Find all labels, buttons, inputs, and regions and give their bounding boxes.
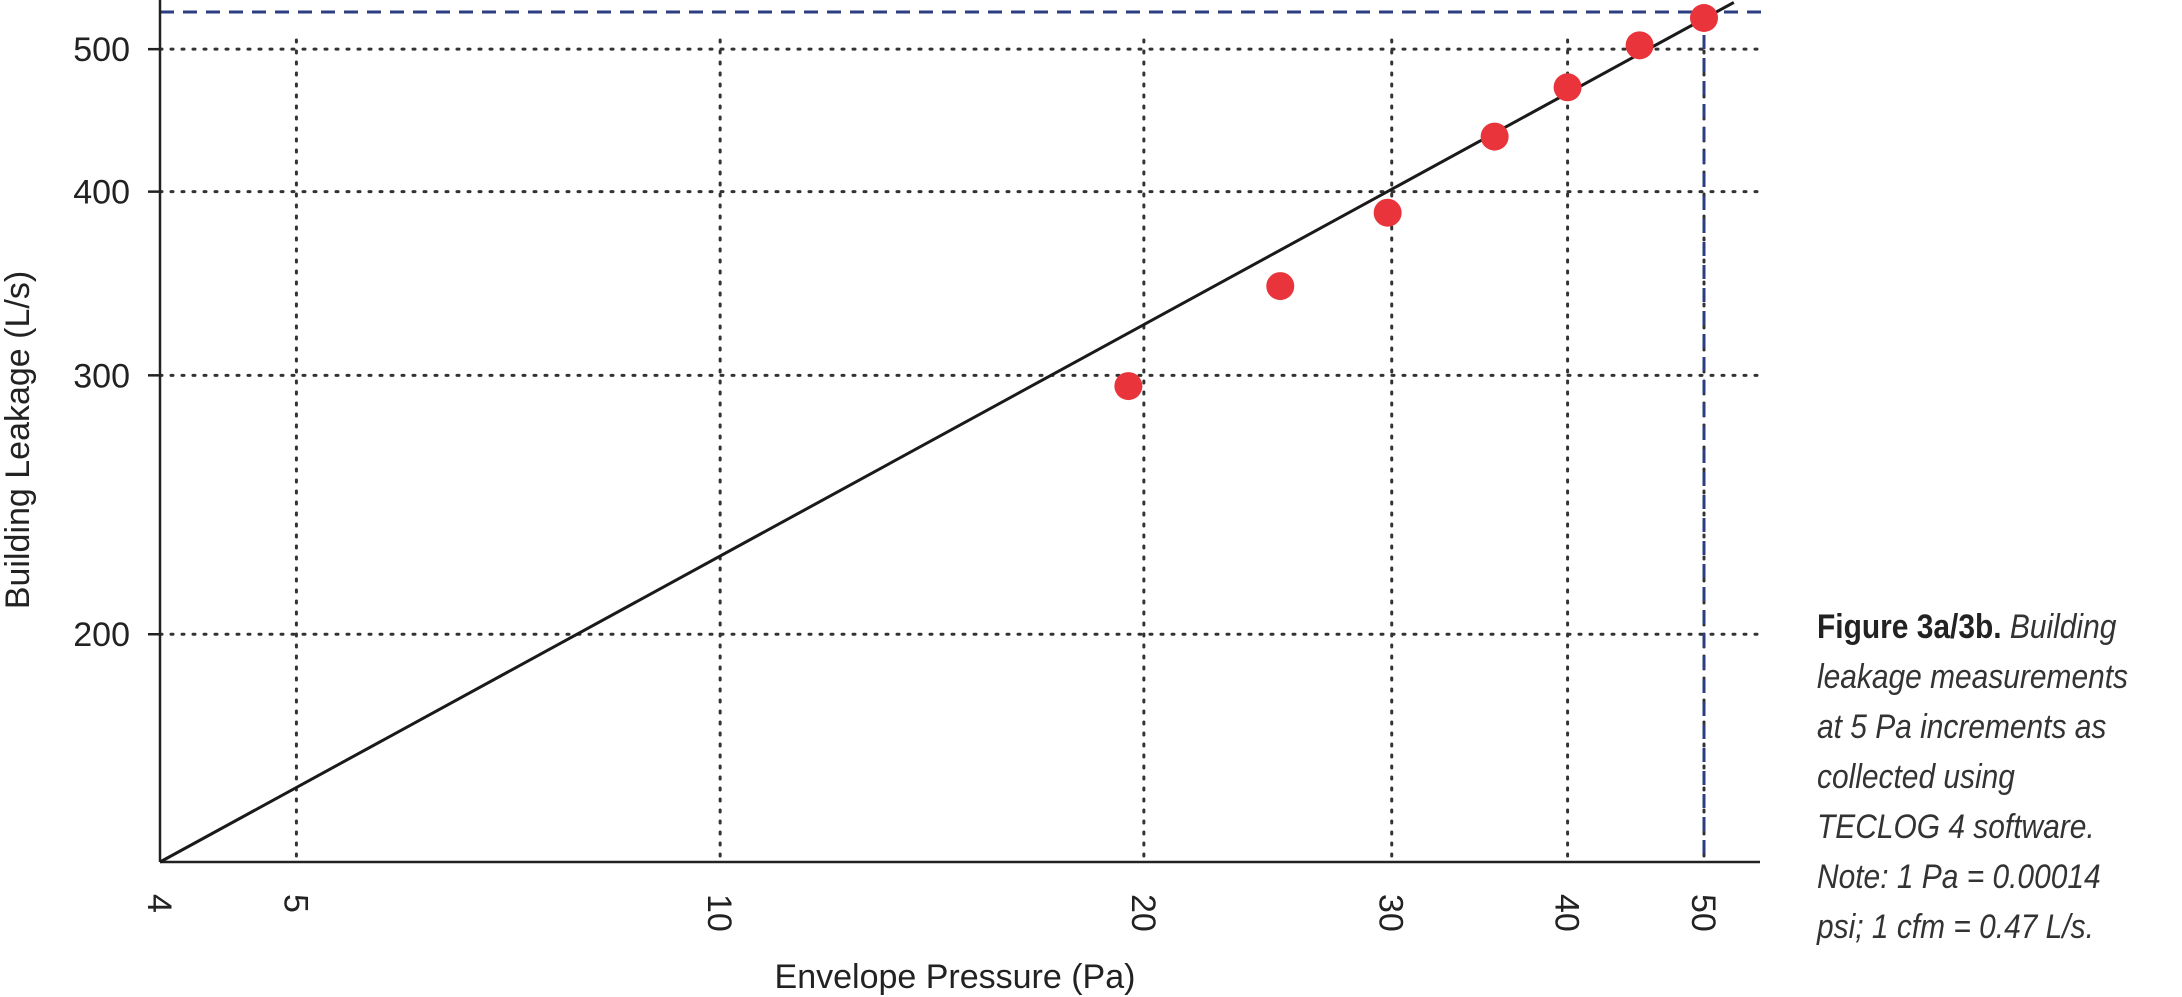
- fit-line: [159, 1, 1735, 864]
- figure-caption: Figure 3a/3b. Building leakage measureme…: [1817, 602, 2134, 952]
- y-tick-label: 200: [73, 616, 130, 654]
- figure-caption-text: Building leakage measurements at 5 Pa in…: [1817, 608, 2129, 946]
- y-tick-label: 300: [73, 357, 130, 395]
- data-point: [1553, 73, 1582, 102]
- x-tick-label: 30: [1372, 894, 1410, 932]
- x-tick-label: 20: [1124, 894, 1162, 932]
- data-points: [1114, 4, 1718, 401]
- x-tick-labels: 4 5 10 20 30 40 50: [140, 894, 1722, 932]
- data-point: [1690, 4, 1718, 32]
- y-tick-label: 400: [73, 174, 130, 212]
- figure-caption-label: Figure 3a/3b.: [1817, 608, 2002, 646]
- x-tick-label: 40: [1548, 894, 1586, 932]
- data-point: [1114, 372, 1143, 401]
- y-tick-labels: 200 300 400 500: [73, 31, 160, 654]
- x-axis-title: Envelope Pressure (Pa): [775, 958, 1136, 996]
- x-tick-label: 5: [276, 894, 314, 913]
- data-point: [1373, 198, 1402, 227]
- y-tick-label: 500: [73, 31, 130, 69]
- y-axis-title: Building Leakage (L/s): [0, 271, 37, 609]
- x-tick-label: 10: [700, 894, 738, 932]
- fit-line-group: [159, 1, 1735, 864]
- data-point: [1266, 272, 1295, 301]
- gridlines: [158, 38, 1762, 864]
- data-point: [1480, 122, 1509, 151]
- data-point: [1625, 31, 1654, 60]
- x-tick-label: 50: [1684, 894, 1722, 932]
- leakage-chart: 4 5 10 20 30 40 50 200 300 400 500 Envelope Press…: [0, 0, 1762, 996]
- axes: [158, 0, 1760, 864]
- x-tick-label: 4: [140, 894, 178, 913]
- reference-lines: [160, 10, 1762, 862]
